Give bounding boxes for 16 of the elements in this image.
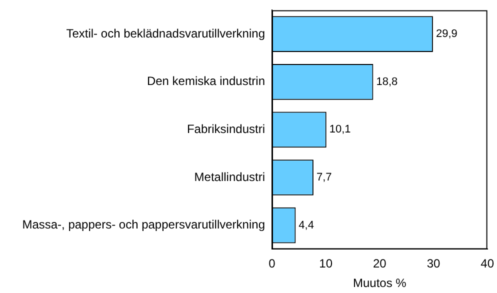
data-label: 4,4 (298, 219, 314, 232)
x-tick-label: 10 (319, 256, 333, 271)
x-tick-label: 0 (268, 256, 276, 271)
data-label: 10,1 (329, 124, 351, 136)
data-label: 18,8 (376, 76, 398, 88)
y-tick-label: Fabriksindustri (186, 122, 265, 136)
data-label: 7,7 (316, 172, 332, 184)
y-tick-label: Metallindustri (194, 170, 265, 184)
data-label: 29,9 (436, 28, 458, 40)
x-tick-label: 20 (372, 256, 387, 271)
y-tick-label: Textil- och beklädnadsvarutillverkning (66, 26, 265, 40)
y-tick-label: Massa-, pappers- och pappersvarutillverkning (22, 218, 265, 232)
x-tick-label: 40 (480, 256, 494, 271)
y-tick-label: Den kemiska industrin (146, 74, 265, 88)
x-axis-title: Muutos % (352, 276, 407, 290)
x-tick-label: 30 (426, 256, 440, 271)
